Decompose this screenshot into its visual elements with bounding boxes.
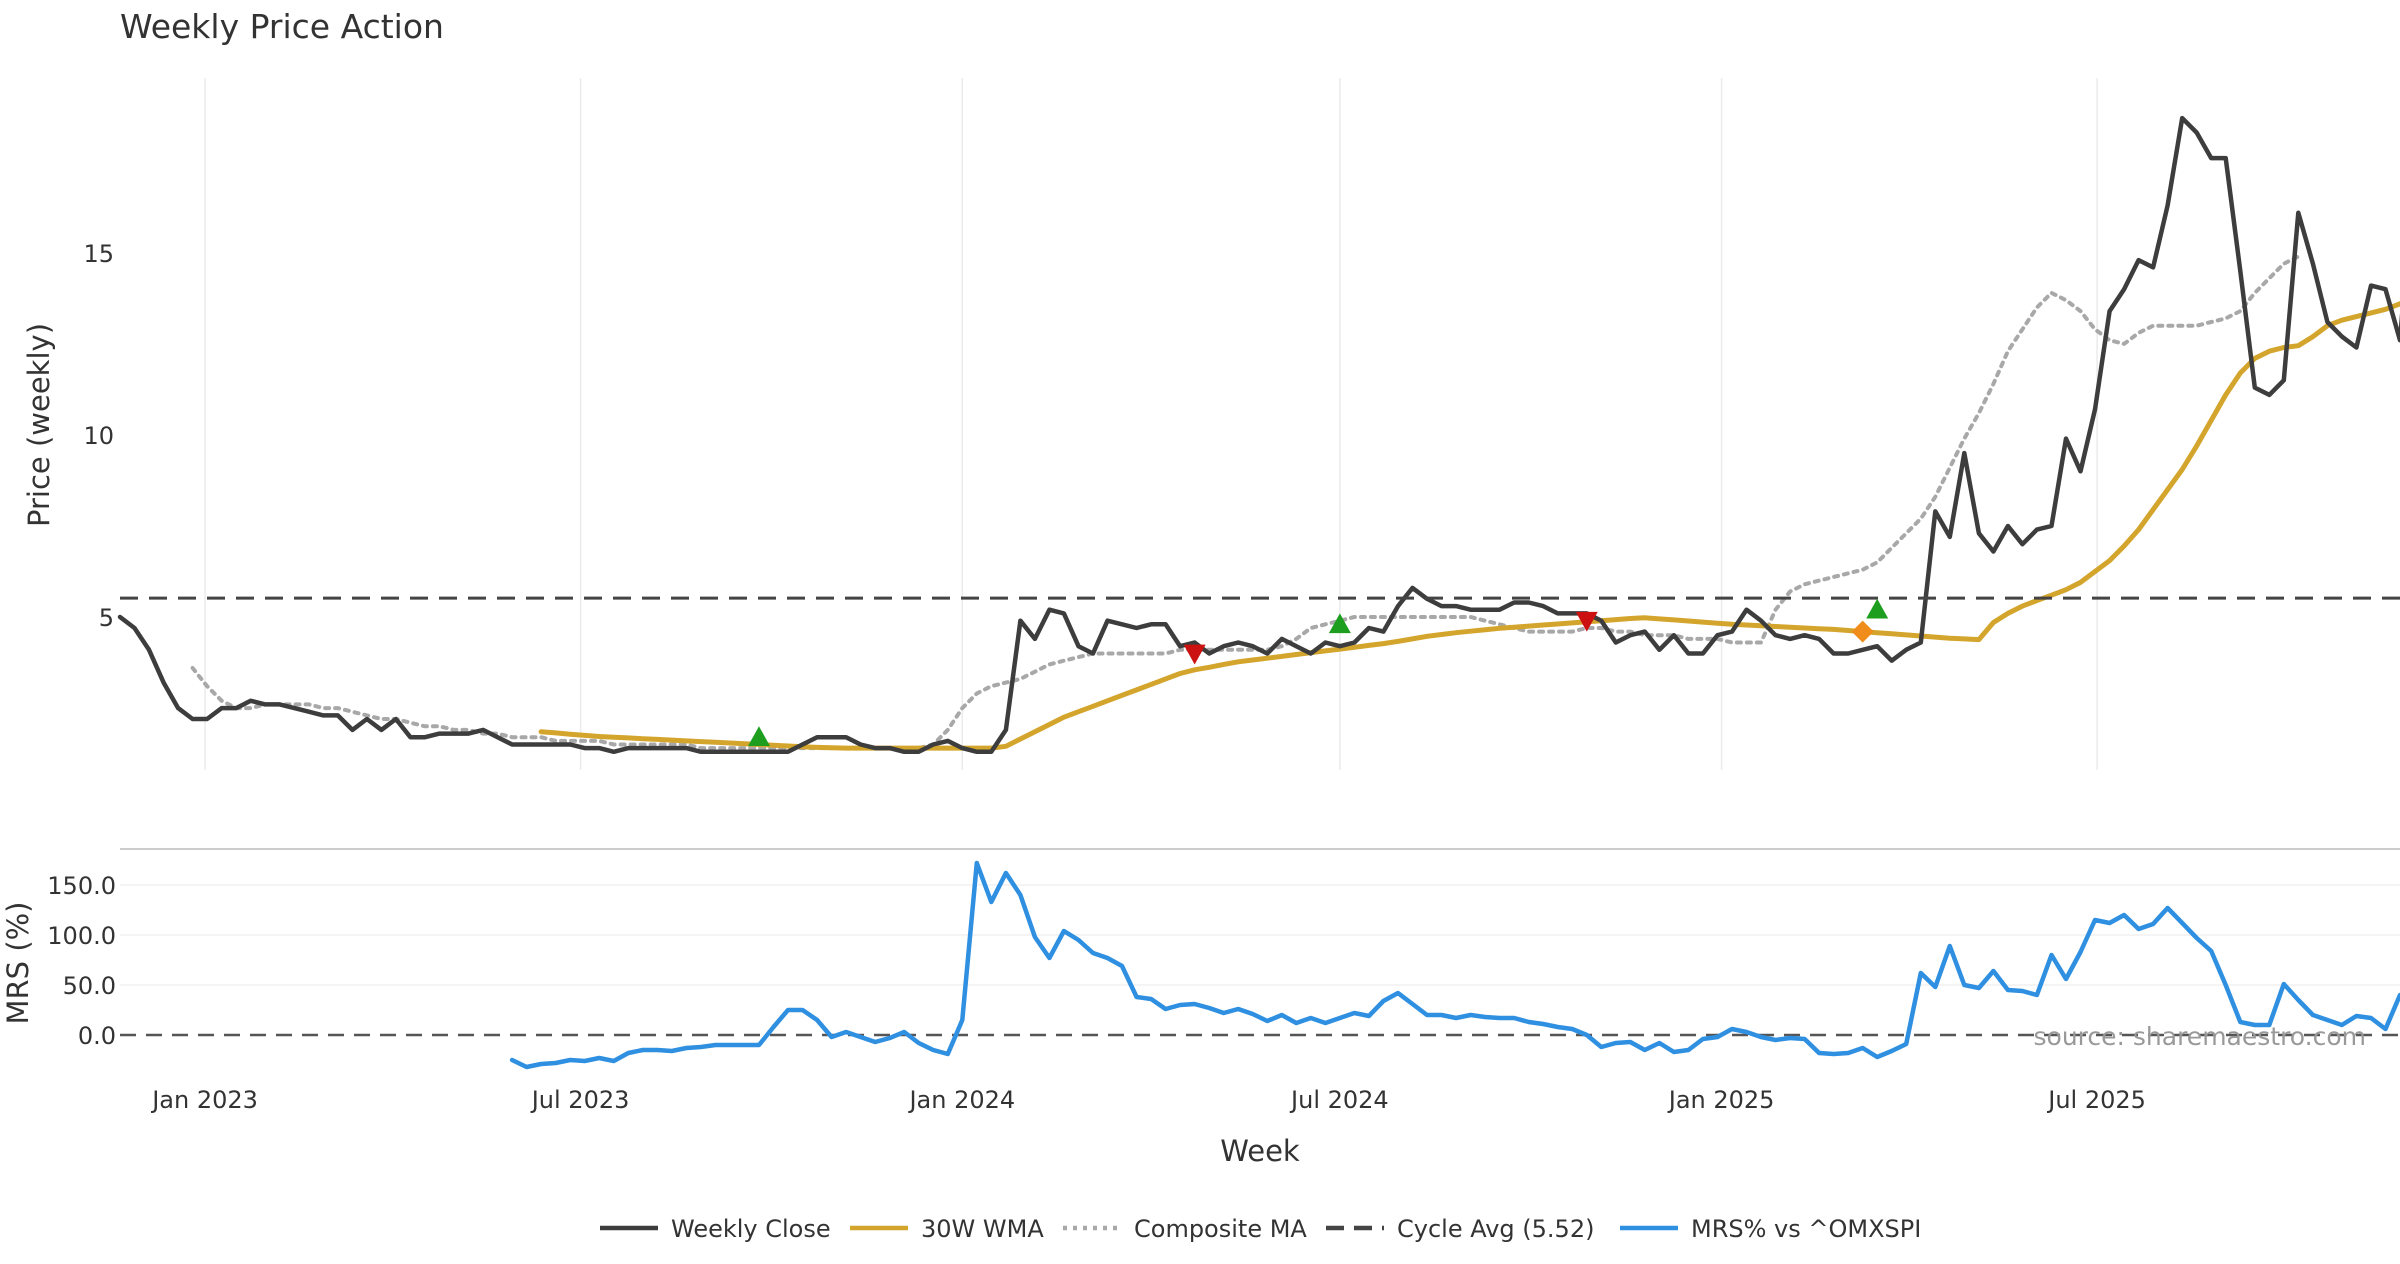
buy-signal-marker bbox=[1328, 613, 1351, 634]
legend-label: MRS% vs ^OMXSPI bbox=[1691, 1215, 1921, 1243]
series-mrs bbox=[509, 860, 2400, 1070]
price-panel bbox=[117, 115, 2400, 755]
grid-layer bbox=[120, 78, 2400, 986]
series-30w-wma bbox=[538, 301, 2400, 751]
legend-label: Weekly Close bbox=[671, 1215, 831, 1243]
axis-layer: Jan 2023 Jul 2023 Jan 2024 Jul 2024 Jan 2025… bbox=[47, 240, 2146, 1114]
legend-label: Composite MA bbox=[1134, 1215, 1307, 1243]
y-tick-label-price: 15 bbox=[83, 240, 114, 268]
x-axis-label: Week bbox=[1220, 1134, 1300, 1168]
source-note: source: sharemaestro.com bbox=[2034, 1022, 2367, 1051]
legend-label: Cycle Avg (5.52) bbox=[1397, 1215, 1594, 1243]
y-tick-label-mrs: 0.0 bbox=[78, 1022, 116, 1050]
sell-signal-marker bbox=[1575, 611, 1598, 632]
x-tick-label: Jul 2025 bbox=[2046, 1086, 2146, 1114]
y-tick-label-price: 10 bbox=[83, 422, 114, 450]
caution-signal-marker bbox=[1851, 620, 1874, 643]
legend: Weekly Close 30W WMA Composite MA Cycle Avg… bbox=[600, 1215, 1921, 1243]
x-tick-label: Jan 2025 bbox=[1667, 1086, 1775, 1114]
x-tick-label: Jan 2024 bbox=[907, 1086, 1015, 1114]
y-tick-label-price: 5 bbox=[99, 604, 114, 632]
y-tick-label-mrs: 50.0 bbox=[63, 972, 116, 1000]
y-tick-label-mrs: 150.0 bbox=[47, 872, 116, 900]
legend-label: 30W WMA bbox=[921, 1215, 1044, 1243]
y-axis-label-mrs: MRS (%) bbox=[1, 902, 35, 1025]
chart-title: Weekly Price Action bbox=[120, 7, 444, 46]
sell-signal-marker bbox=[1183, 644, 1206, 665]
y-tick-label-mrs: 100.0 bbox=[47, 922, 116, 950]
y-axis-label-price: Price (weekly) bbox=[22, 323, 56, 527]
buy-signal-marker bbox=[747, 726, 770, 747]
mrs-panel bbox=[120, 860, 2400, 1070]
buy-signal-marker bbox=[1866, 598, 1889, 619]
series-composite-ma bbox=[190, 254, 2301, 751]
series-weekly-close bbox=[117, 115, 2400, 755]
x-tick-label: Jul 2023 bbox=[530, 1086, 630, 1114]
x-tick-label: Jan 2023 bbox=[150, 1086, 258, 1114]
x-tick-label: Jul 2024 bbox=[1289, 1086, 1389, 1114]
